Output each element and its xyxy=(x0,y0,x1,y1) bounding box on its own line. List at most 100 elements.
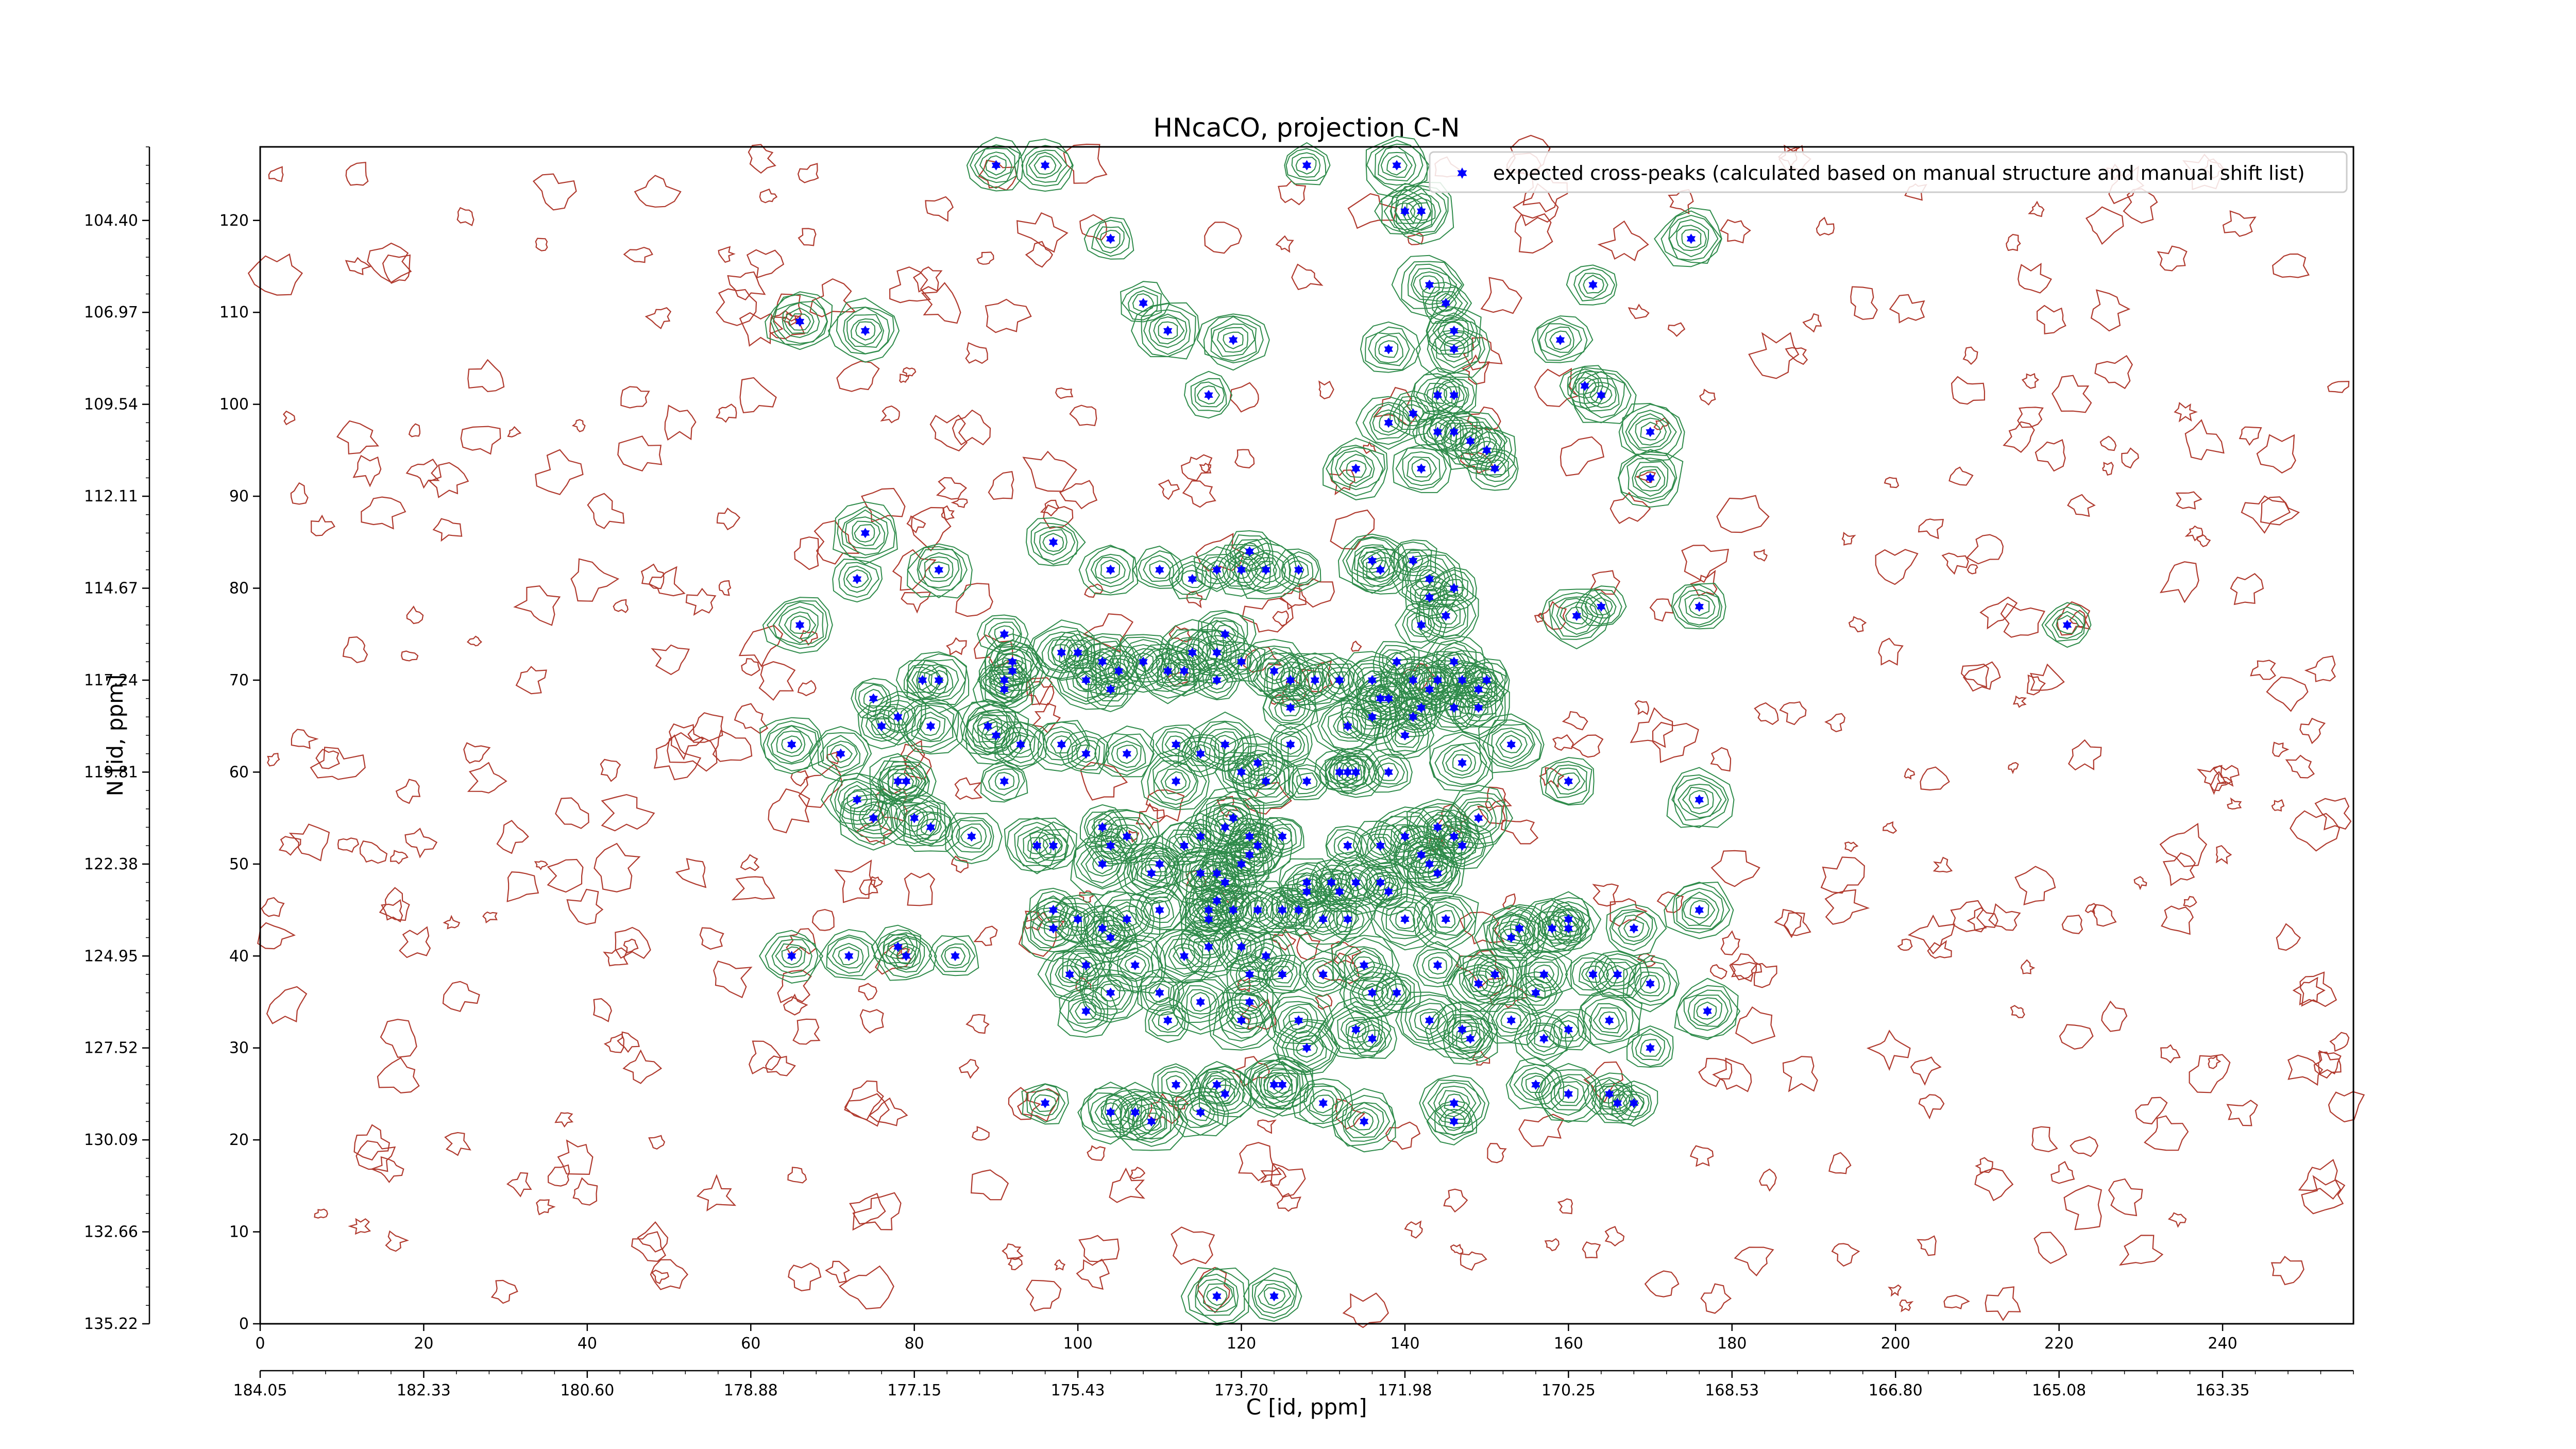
noise-contour xyxy=(1720,219,1751,244)
peak-contour xyxy=(1272,966,1293,984)
noise-contour xyxy=(623,246,653,263)
cross-peak-marker xyxy=(1253,905,1262,915)
cross-peak-marker xyxy=(1539,1033,1549,1044)
peak-contour xyxy=(1275,666,1307,694)
peak-contour xyxy=(1428,956,1447,975)
noise-contour xyxy=(536,1199,556,1216)
peak-contour xyxy=(1062,944,1113,988)
peak-contour xyxy=(1513,971,1563,1017)
noise-contour xyxy=(921,282,961,324)
peak-contour xyxy=(1328,671,1349,689)
cross-peak-marker xyxy=(1449,702,1459,713)
cross-peak-marker xyxy=(1286,675,1295,685)
peak-contour xyxy=(1212,841,1269,888)
peak-contour xyxy=(1423,383,1453,410)
peak-contour xyxy=(1533,911,1571,948)
peak-contour xyxy=(1162,821,1209,867)
noise-contour xyxy=(1820,856,1865,894)
noise-contour xyxy=(1570,734,1604,758)
cross-peak-marker xyxy=(1278,1080,1287,1090)
peak-contour xyxy=(1369,403,1411,440)
peak-contour xyxy=(1100,983,1121,1002)
peak-contour xyxy=(1193,904,1225,933)
noise-contour xyxy=(1582,1241,1601,1258)
peak-contour xyxy=(1141,748,1210,811)
peak-contour xyxy=(1379,412,1400,433)
cross-peak-marker xyxy=(1392,987,1401,998)
peak-contour xyxy=(770,725,814,764)
peak-contour xyxy=(1236,931,1296,981)
peak-contour xyxy=(833,501,898,565)
peak-contour xyxy=(971,715,1022,755)
cross-peak-marker xyxy=(1048,905,1058,915)
noise-contour xyxy=(1609,492,1651,524)
noise-contour xyxy=(2299,717,2326,745)
y-index-tick-label: 50 xyxy=(229,855,249,873)
peak-contour xyxy=(1042,533,1064,552)
cross-peak-marker xyxy=(1302,776,1312,787)
cross-peak-marker xyxy=(1376,877,1385,888)
peak-contour xyxy=(1131,302,1200,360)
peak-contour xyxy=(1205,807,1248,845)
cross-peak-marker xyxy=(1376,840,1385,851)
peak-contour xyxy=(1541,919,1563,938)
noise-contour xyxy=(1168,625,1193,643)
peak-contour xyxy=(2041,602,2092,648)
cross-peak-marker xyxy=(1564,1088,1573,1099)
peak-contour xyxy=(1058,965,1080,984)
cross-peak-marker xyxy=(1605,1015,1614,1026)
peak-contour xyxy=(1432,291,1463,317)
noise-contour xyxy=(2226,1100,2258,1126)
noise-contour xyxy=(1710,747,1732,772)
peak-contour xyxy=(1099,229,1121,249)
x-ppm-tick-label: 184.05 xyxy=(233,1381,287,1400)
peak-contour xyxy=(1395,991,1462,1051)
peak-contour xyxy=(1574,377,1597,395)
noise-contour xyxy=(1748,332,1800,379)
peak-contour xyxy=(2052,611,2084,639)
peak-contour xyxy=(1087,667,1138,713)
noise-contour xyxy=(2157,245,2188,272)
noise-contour xyxy=(1562,711,1588,731)
peak-contour xyxy=(1042,837,1063,856)
y-ppm-tick-label: 127.52 xyxy=(84,1039,138,1057)
peak-contour xyxy=(1231,752,1303,810)
peak-contour xyxy=(906,651,970,714)
peak-contour xyxy=(1376,975,1416,1012)
noise-contour xyxy=(972,1126,990,1141)
cross-peak-marker xyxy=(1564,776,1573,787)
peak-contour xyxy=(1410,845,1449,881)
noise-contour xyxy=(613,599,629,613)
noise-contour xyxy=(1689,1145,1714,1167)
cross-peak-marker xyxy=(1179,951,1189,962)
noise-contour xyxy=(2189,1054,2231,1093)
cross-peak-marker xyxy=(1694,794,1704,805)
peak-contour xyxy=(771,939,812,974)
noise-contour xyxy=(798,763,843,808)
cross-peak-marker xyxy=(1114,666,1124,677)
peak-contour xyxy=(1218,999,1266,1042)
noise-contour xyxy=(2159,822,2208,867)
peak-contour xyxy=(979,151,1012,179)
peak-contour xyxy=(784,307,815,334)
peak-contour xyxy=(1434,331,1473,368)
noise-contour xyxy=(900,740,925,770)
peak-contour xyxy=(910,811,952,845)
peak-contour xyxy=(1189,827,1211,847)
peak-contour xyxy=(1106,901,1150,938)
noise-contour xyxy=(463,742,491,764)
peak-contour xyxy=(1329,883,1352,901)
noise-contour xyxy=(1404,1220,1423,1239)
peak-contour xyxy=(1295,157,1317,175)
noise-contour xyxy=(1278,180,1307,206)
cross-peak-marker xyxy=(1417,850,1426,860)
peak-contour xyxy=(980,759,1028,803)
peak-contour xyxy=(1333,758,1362,786)
peak-contour xyxy=(1091,919,1133,954)
noise-contour xyxy=(361,496,406,530)
peak-contour xyxy=(1285,148,1327,181)
cross-peak-marker xyxy=(1310,675,1319,685)
peak-contour xyxy=(876,699,916,734)
noise-contour xyxy=(399,926,431,958)
peak-contour xyxy=(1393,541,1432,577)
